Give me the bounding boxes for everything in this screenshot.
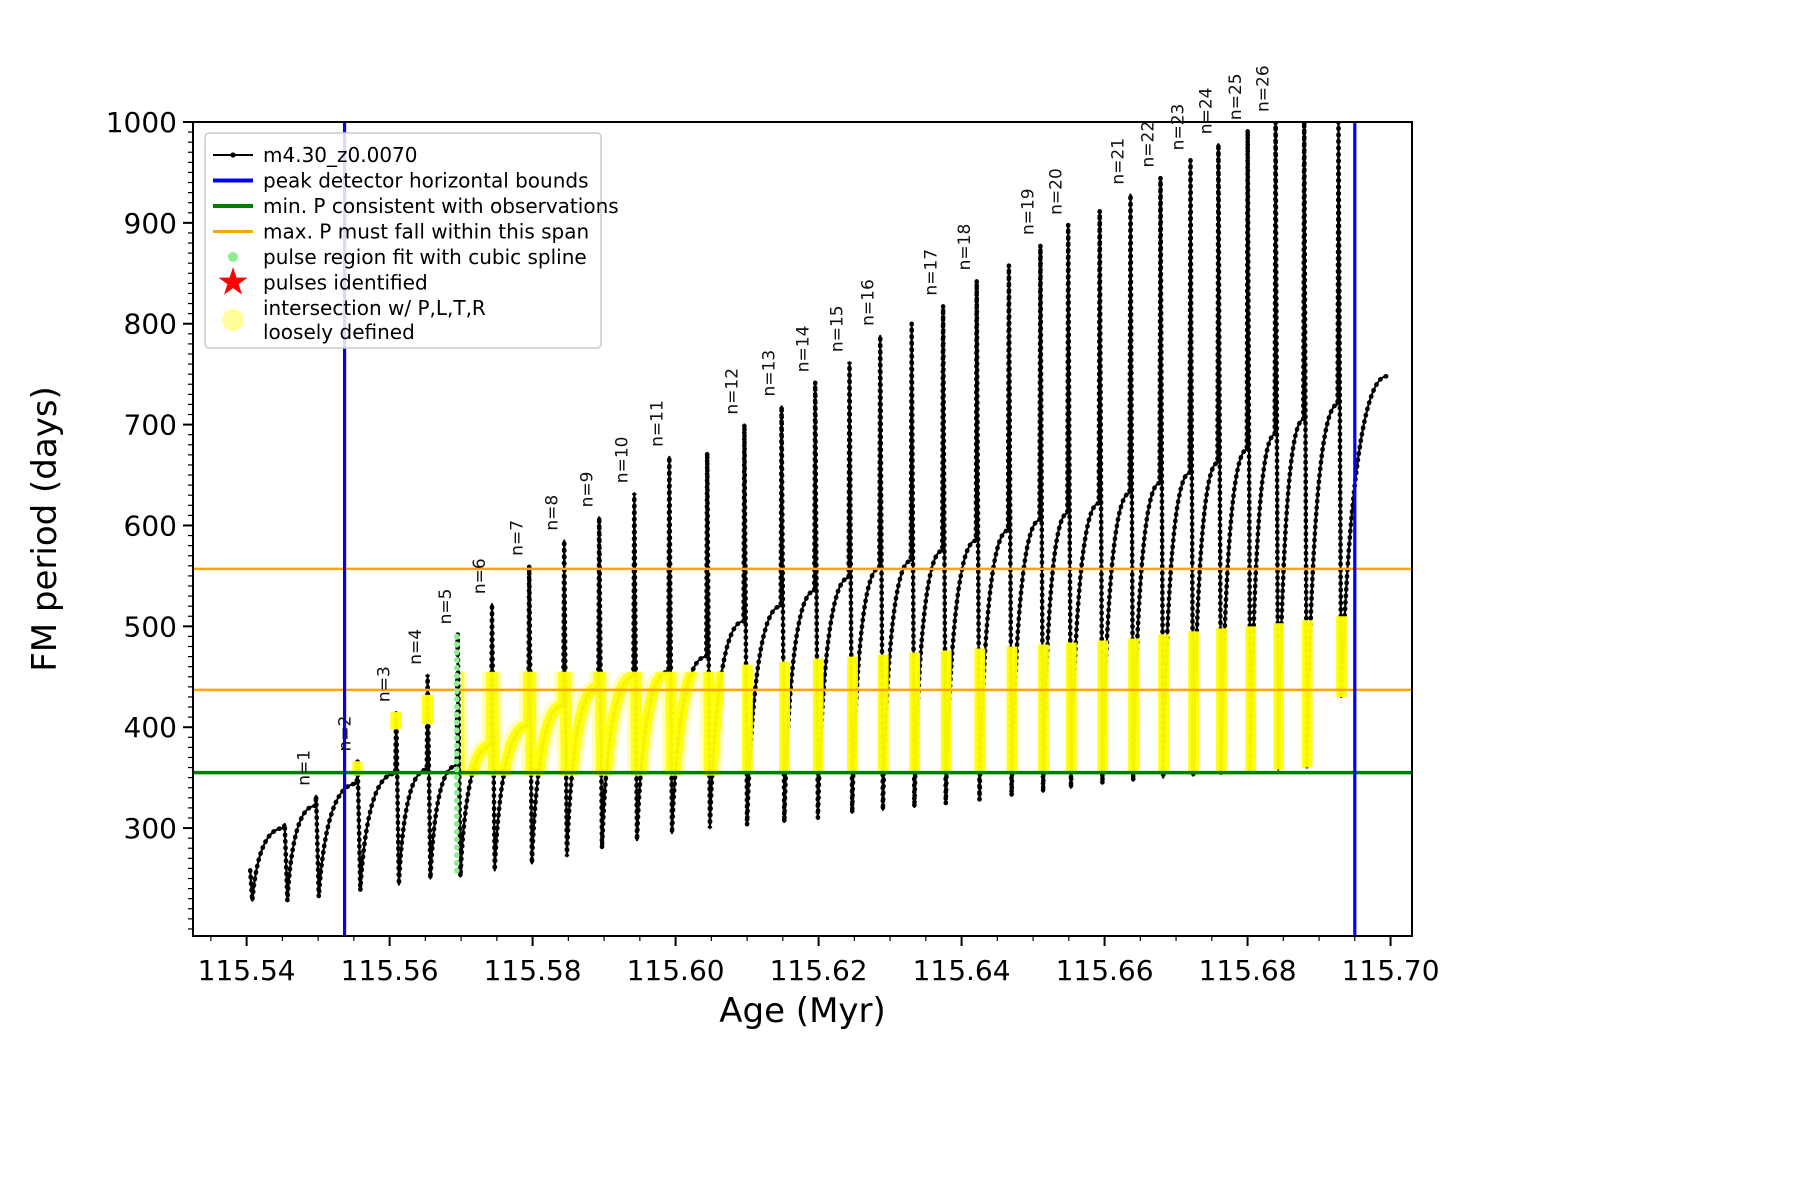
pulse-label: n=1	[294, 750, 314, 786]
pulse-label: n=6	[470, 558, 490, 594]
y-tick-label: 600	[124, 509, 177, 542]
legend-label: pulses identified	[263, 271, 428, 295]
spline-dot-icon	[228, 252, 238, 262]
pulse-label: n=24	[1197, 88, 1217, 135]
pulse-label: n=5	[436, 589, 456, 625]
y-tick-label: 700	[124, 409, 177, 442]
legend-label: min. P consistent with observations	[263, 194, 619, 218]
pulse-label: n=20	[1046, 168, 1066, 215]
pulse-label: n=22	[1139, 121, 1159, 168]
pulse-label: n=26	[1254, 65, 1274, 112]
pulse-label: n=4	[406, 629, 426, 665]
pulse-number-labels: n=1 n=2 n=3 n=4 n=5 n=6 n=7 n=8 n=9 n=10 n=11 n=12 n…	[294, 65, 1273, 785]
y-tick-label: 900	[124, 207, 177, 240]
y-axis-label: FM period (days)	[25, 386, 65, 672]
legend-label: m4.30_z0.0070	[263, 143, 418, 167]
x-tick-label: 115.56	[341, 954, 439, 987]
legend-entry: peak detector horizontal bounds	[213, 169, 589, 193]
x-tick-label: 115.70	[1342, 954, 1440, 987]
pulse-label: n=12	[723, 368, 743, 415]
pulse-label: n=17	[921, 249, 941, 296]
pulse-label: n=21	[1109, 138, 1129, 185]
x-axis-label: Age (Myr)	[719, 991, 886, 1031]
legend-entry: min. P consistent with observations	[213, 194, 619, 218]
x-tick-label: 115.66	[1056, 954, 1154, 987]
pulse-label: n=11	[647, 400, 667, 447]
pulse-label: n=25	[1226, 73, 1246, 120]
pulse-label: n=16	[858, 279, 878, 326]
x-tick-label: 115.64	[913, 954, 1011, 987]
x-tick-label: 115.62	[770, 954, 868, 987]
legend-entry: ★ pulses identified	[216, 260, 428, 304]
pulse-label: n=23	[1169, 104, 1189, 151]
y-tick-label: 400	[124, 711, 177, 744]
legend-label-line2: loosely defined	[263, 320, 415, 344]
star-icon: ★	[216, 260, 250, 304]
y-tick-label: 1000	[106, 106, 177, 139]
legend-entry: max. P must fall within this span	[213, 220, 589, 244]
legend-label: max. P must fall within this span	[263, 220, 589, 244]
pulse-label: n=13	[760, 350, 780, 397]
yellow-intersection-markers	[352, 616, 1347, 776]
pulse-label: n=10	[612, 437, 632, 484]
plot-spines	[192, 121, 1413, 937]
legend-label: pulse region fit with cubic spline	[263, 245, 587, 269]
pulse-label: n=3	[374, 666, 394, 702]
legend-frame	[204, 132, 602, 349]
legend-label: peak detector horizontal bounds	[263, 169, 589, 193]
axes: 115.54 115.56 115.58 115.60 115.62 115.64 115.…	[106, 106, 1440, 987]
y-tick-label: 300	[124, 812, 177, 845]
pulse-label: n=7	[507, 520, 527, 556]
y-tick-label: 800	[124, 308, 177, 341]
pulse-label: n=18	[955, 224, 975, 271]
horizontal-reference-lines	[193, 567, 1412, 775]
legend-entry: m4.30_z0.0070	[213, 143, 418, 167]
pulse-label: n=2	[336, 716, 356, 752]
x-tick-label: 115.60	[627, 954, 725, 987]
pulse-label: n=8	[542, 495, 562, 531]
yellow-blob-icon	[222, 309, 244, 331]
pulse-label: n=9	[577, 472, 597, 508]
legend-label: intersection w/ P,L,T,R	[263, 296, 486, 320]
x-tick-label: 115.58	[484, 954, 582, 987]
y-tick-label: 500	[124, 610, 177, 643]
x-tick-label: 115.54	[198, 954, 296, 987]
pulse-label: n=14	[793, 326, 813, 373]
pulse-label: n=15	[828, 305, 848, 352]
x-tick-label: 115.68	[1199, 954, 1297, 987]
pulse-label: n=19	[1019, 188, 1039, 235]
legend-entry: pulse region fit with cubic spline	[228, 245, 587, 269]
dot-marker-icon	[230, 152, 236, 158]
